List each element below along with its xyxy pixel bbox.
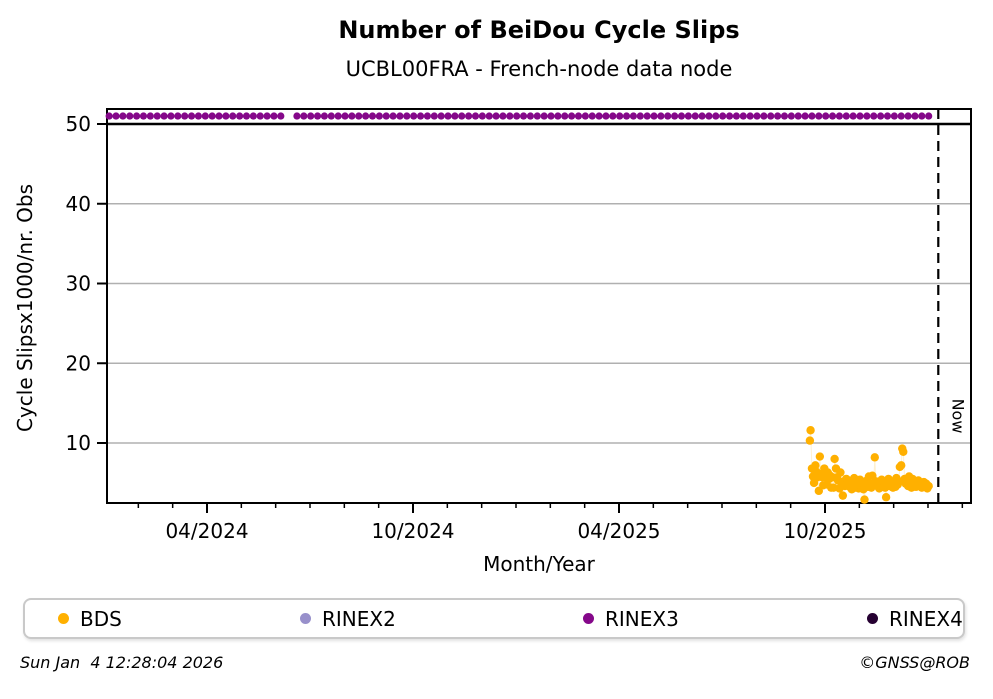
- rinex2-marker-icon: [300, 613, 311, 624]
- y-tick-label: 20: [66, 351, 91, 375]
- legend-item-rinex3: RINEX3: [583, 600, 679, 637]
- legend-label: RINEX3: [605, 606, 679, 631]
- x-tick-label: 04/2024: [165, 519, 248, 543]
- plot-frame: [106, 108, 972, 504]
- y-tick-label: 10: [66, 431, 91, 455]
- chart-title: Number of BeiDou Cycle Slips: [338, 16, 740, 44]
- legend-label: BDS: [80, 606, 122, 631]
- credit: ©GNSS@ROB: [859, 653, 970, 672]
- legend-label: RINEX2: [322, 606, 396, 631]
- y-gridlines: [107, 202, 971, 444]
- x-tick-label: 10/2024: [371, 519, 454, 543]
- x-tick-label: 10/2025: [783, 519, 866, 543]
- bds-series: [805, 426, 933, 504]
- chart-subtitle: UCBL00FRA - French-node data node: [345, 57, 733, 81]
- x-axis-ticks: 04/2024 10/2024 04/2025 10/2025: [137, 503, 964, 543]
- y-axis-label: Cycle Slipsx1000/nr. Obs: [13, 184, 37, 432]
- legend-label: RINEX4: [889, 606, 963, 631]
- legend-item-bds: BDS: [58, 600, 122, 637]
- y-tick-label: 40: [66, 192, 91, 216]
- legend: BDS RINEX2 RINEX3 RINEX4: [23, 598, 965, 639]
- x-axis-label: Month/Year: [483, 552, 596, 576]
- now-label: Now: [948, 399, 967, 434]
- rinex4-marker-icon: [867, 613, 878, 624]
- timestamp: Sun Jan 4 12:28:04 2026: [20, 653, 224, 672]
- y-tick-label: 30: [66, 272, 91, 296]
- x-tick-label: 04/2025: [577, 519, 660, 543]
- y-tick-label: 50: [66, 112, 91, 136]
- legend-item-rinex4: RINEX4: [867, 600, 963, 637]
- y-axis-ticks: 10 20 30 40 50: [66, 112, 107, 455]
- bds-marker-icon: [58, 613, 69, 624]
- legend-item-rinex2: RINEX2: [300, 600, 396, 637]
- rinex3-marker-icon: [583, 613, 594, 624]
- rinex3-marker-line: [105, 112, 933, 120]
